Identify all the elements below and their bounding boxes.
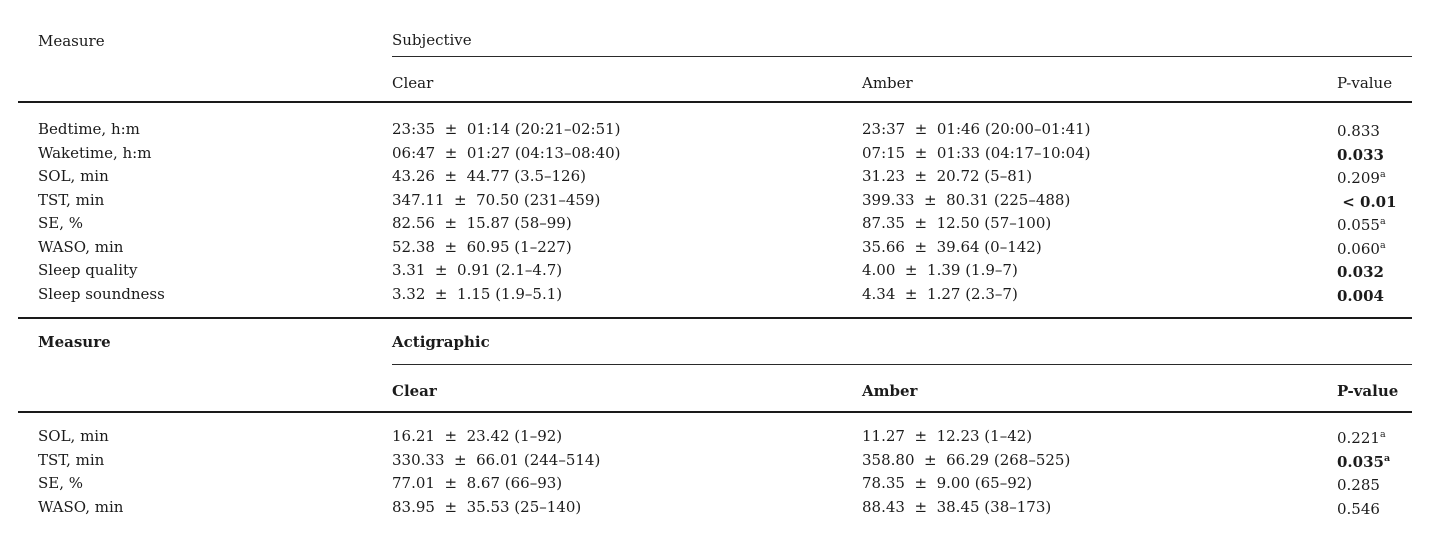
table-row: SOL, min 16.21 ± 23.42 (1–92) 11.27 ± 12… (18, 425, 1412, 449)
sleep-measures-table: Measure Subjective Clear Amber P-value B… (18, 24, 1412, 519)
measure-cell: Waketime, h:m (38, 143, 152, 162)
measure-cell: SOL, min (38, 167, 109, 185)
table-row: Sleep quality 3.31 ± 0.91 (2.1–4.7) 4.00… (18, 259, 1412, 283)
amber-value-cell: 88.43 ± 38.45 (38–173) (862, 497, 1052, 516)
pvalue-column-header: P-value (1337, 74, 1393, 92)
amber-value-cell: 87.35 ± 12.50 (57–100) (862, 214, 1052, 232)
actigraphic-section: Measure Actigraphic Clear Amber P-value … (18, 319, 1412, 519)
measure-cell: SOL, min (38, 427, 109, 445)
table-row: WASO, min 52.38 ± 60.95 (1–227) 35.66 ± … (18, 236, 1412, 260)
measure-cell: Sleep soundness (38, 284, 165, 303)
pvalue-cell: 0.033 (1337, 145, 1384, 164)
amber-value-cell: 4.00 ± 1.39 (1.9–7) (862, 261, 1018, 279)
amber-value-cell: 35.66 ± 39.64 (0–142) (862, 237, 1042, 256)
amber-column-header: Amber (862, 74, 913, 92)
amber-column-header: Amber (862, 382, 918, 400)
footnote-marker: a (1379, 239, 1386, 251)
amber-value-cell: 07:15 ± 01:33 (04:17–10:04) (862, 143, 1091, 162)
measure-cell: TST, min (38, 450, 105, 469)
pvalue-cell: 0.833 (1337, 122, 1380, 140)
pvalue-cell: 0.221a (1337, 429, 1386, 447)
clear-value-cell: 23:35 ± 01:14 (20:21–02:51) (392, 120, 621, 138)
amber-value-cell: 78.35 ± 9.00 (65–92) (862, 474, 1033, 492)
amber-value-cell: 358.80 ± 66.29 (268–525) (862, 450, 1071, 469)
pvalue-cell: 0.060a (1337, 239, 1386, 258)
pvalue-cell: 0.004 (1337, 286, 1384, 305)
clear-value-cell: 16.21 ± 23.42 (1–92) (392, 427, 563, 445)
pvalue-cell: 0.546 (1337, 499, 1380, 518)
table-row: Bedtime, h:m 23:35 ± 01:14 (20:21–02:51)… (18, 118, 1412, 142)
amber-value-cell: 23:37 ± 01:46 (20:00–01:41) (862, 120, 1091, 138)
pvalue-cell: 0.032 (1337, 263, 1384, 281)
measure-cell: SE, % (38, 474, 84, 492)
measure-cell: SE, % (38, 214, 84, 232)
clear-value-cell: 77.01 ± 8.67 (66–93) (392, 474, 563, 492)
clear-value-cell: 3.31 ± 0.91 (2.1–4.7) (392, 261, 563, 279)
clear-value-cell: 330.33 ± 66.01 (244–514) (392, 450, 601, 469)
clear-value-cell: 82.56 ± 15.87 (58–99) (392, 214, 572, 232)
table-row: WASO, min 83.95 ± 35.53 (25–140) 88.43 ±… (18, 496, 1412, 520)
clear-value-cell: 06:47 ± 01:27 (04:13–08:40) (392, 143, 621, 162)
measure-column-header: Measure (38, 333, 111, 351)
footnote-marker: a (1379, 216, 1386, 227)
measure-cell: Bedtime, h:m (38, 120, 140, 138)
clear-column-header: Clear (392, 74, 434, 92)
clear-value-cell: 347.11 ± 70.50 (231–459) (392, 190, 601, 209)
amber-value-cell: 4.34 ± 1.27 (2.3–7) (862, 284, 1018, 303)
table-row: TST, min 347.11 ± 70.50 (231–459) 399.33… (18, 189, 1412, 213)
table-row: SE, % 82.56 ± 15.87 (58–99) 87.35 ± 12.5… (18, 212, 1412, 236)
footnote-marker: a (1379, 429, 1386, 440)
table-row: TST, min 330.33 ± 66.01 (244–514) 358.80… (18, 449, 1412, 473)
pvalue-column-header: P-value (1337, 382, 1399, 400)
pvalue-cell: 0.055a (1337, 216, 1386, 234)
clear-column-header: Clear (392, 382, 437, 400)
group-header-row: Measure Subjective (18, 24, 1412, 57)
subjective-section: Measure Subjective Clear Amber P-value B… (18, 24, 1412, 319)
subjective-rows: Bedtime, h:m 23:35 ± 01:14 (20:21–02:51)… (18, 103, 1412, 319)
table-row: SOL, min 43.26 ± 44.77 (3.5–126) 31.23 ±… (18, 165, 1412, 189)
group-label-actigraphic: Actigraphic (392, 319, 1412, 365)
measure-cell: Sleep quality (38, 261, 138, 279)
column-header-row: Clear Amber P-value (18, 365, 1412, 413)
footnote-marker: a (1379, 169, 1386, 180)
amber-value-cell: 399.33 ± 80.31 (225–488) (862, 190, 1071, 209)
actigraphic-rows: SOL, min 16.21 ± 23.42 (1–92) 11.27 ± 12… (18, 413, 1412, 519)
pvalue-cell: < 0.01 (1337, 192, 1397, 211)
table-row: Sleep soundness 3.32 ± 1.15 (1.9–5.1) 4.… (18, 283, 1412, 307)
amber-value-cell: 11.27 ± 12.23 (1–42) (862, 427, 1033, 445)
clear-value-cell: 83.95 ± 35.53 (25–140) (392, 497, 582, 516)
table-row: Waketime, h:m 06:47 ± 01:27 (04:13–08:40… (18, 142, 1412, 166)
pvalue-cell: 0.285 (1337, 476, 1380, 494)
group-header-row: Measure Actigraphic (18, 319, 1412, 365)
group-label-subjective: Subjective (392, 24, 1412, 57)
pvalue-cell: 0.209a (1337, 169, 1386, 187)
amber-value-cell: 31.23 ± 20.72 (5–81) (862, 167, 1033, 185)
footnote-marker: a (1383, 452, 1391, 464)
clear-value-cell: 43.26 ± 44.77 (3.5–126) (392, 167, 586, 185)
clear-value-cell: 3.32 ± 1.15 (1.9–5.1) (392, 284, 563, 303)
clear-value-cell: 52.38 ± 60.95 (1–227) (392, 237, 572, 256)
measure-column-header: Measure (38, 31, 105, 50)
pvalue-cell: 0.035a (1337, 452, 1391, 471)
measure-cell: TST, min (38, 190, 105, 209)
measure-cell: WASO, min (38, 237, 124, 256)
column-header-row: Clear Amber P-value (18, 57, 1412, 103)
table-row: SE, % 77.01 ± 8.67 (66–93) 78.35 ± 9.00 … (18, 472, 1412, 496)
measure-cell: WASO, min (38, 497, 124, 516)
